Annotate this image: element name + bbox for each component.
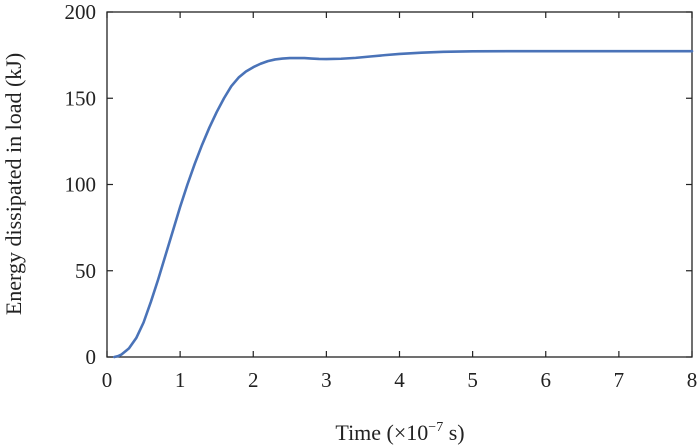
y-tick-label: 200 <box>65 0 97 24</box>
y-tick-label: 150 <box>65 86 97 110</box>
x-tick-label: 7 <box>614 368 625 392</box>
x-axis: 0 1 2 3 4 5 6 7 8 <box>102 12 698 392</box>
x-axis-label-prefix: Time (×10 <box>335 420 428 445</box>
x-tick-label: 3 <box>321 368 332 392</box>
x-tick-label: 1 <box>175 368 186 392</box>
y-tick-label: 50 <box>75 259 96 283</box>
x-axis-label: Time (×10−7 s) <box>335 420 464 445</box>
plot-area-border <box>106 11 693 358</box>
x-tick-label: 4 <box>394 368 405 392</box>
y-tick-label: 100 <box>65 173 97 197</box>
x-tick-label: 0 <box>102 368 113 392</box>
x-tick-label: 2 <box>248 368 259 392</box>
y-tick-label: 0 <box>86 345 97 369</box>
x-axis-label-exponent: −7 <box>428 420 443 435</box>
series-line <box>113 49 694 359</box>
x-tick-label: 8 <box>687 368 698 392</box>
x-tick-label: 5 <box>467 368 478 392</box>
y-axis-label: Energy dissipated in load (kJ) <box>1 53 26 315</box>
x-tick-label: 6 <box>541 368 552 392</box>
y-axis: 0 50 100 150 200 <box>65 0 692 369</box>
series-layer <box>113 49 694 359</box>
plot-frame <box>106 11 693 358</box>
x-axis-label-suffix: s) <box>443 420 464 445</box>
